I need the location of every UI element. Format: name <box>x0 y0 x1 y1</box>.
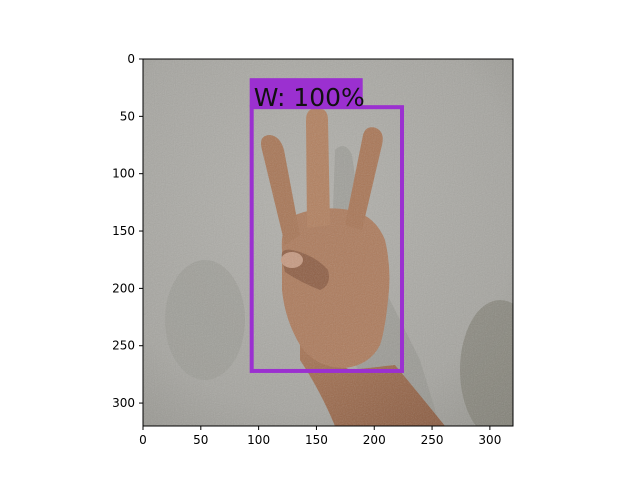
x-tick-label: 150 <box>305 433 328 447</box>
detection-label: W: 100% <box>254 83 365 112</box>
y-tick-label: 0 <box>127 52 135 66</box>
x-tick-label: 200 <box>363 433 386 447</box>
x-tick-label: 0 <box>139 433 147 447</box>
y-tick-label: 150 <box>112 224 135 238</box>
detection-label-background <box>249 78 363 108</box>
x-axis: 0 50 100 150 200 250 300 <box>139 426 501 447</box>
y-tick-label: 200 <box>112 281 135 295</box>
x-tick-label: 50 <box>193 433 208 447</box>
detection-overlay: W: 100% <box>249 78 404 373</box>
y-tick-label: 300 <box>112 396 135 410</box>
y-tick-label: 50 <box>120 109 135 123</box>
x-tick-label: 100 <box>247 433 270 447</box>
image-grain <box>143 59 513 426</box>
y-tick-label: 100 <box>112 167 135 181</box>
x-tick-label: 300 <box>478 433 501 447</box>
x-tick-label: 250 <box>421 433 444 447</box>
axes-frame <box>142 58 514 427</box>
y-tick-label: 250 <box>112 339 135 353</box>
y-axis: 0 50 100 150 200 250 300 <box>112 52 143 410</box>
